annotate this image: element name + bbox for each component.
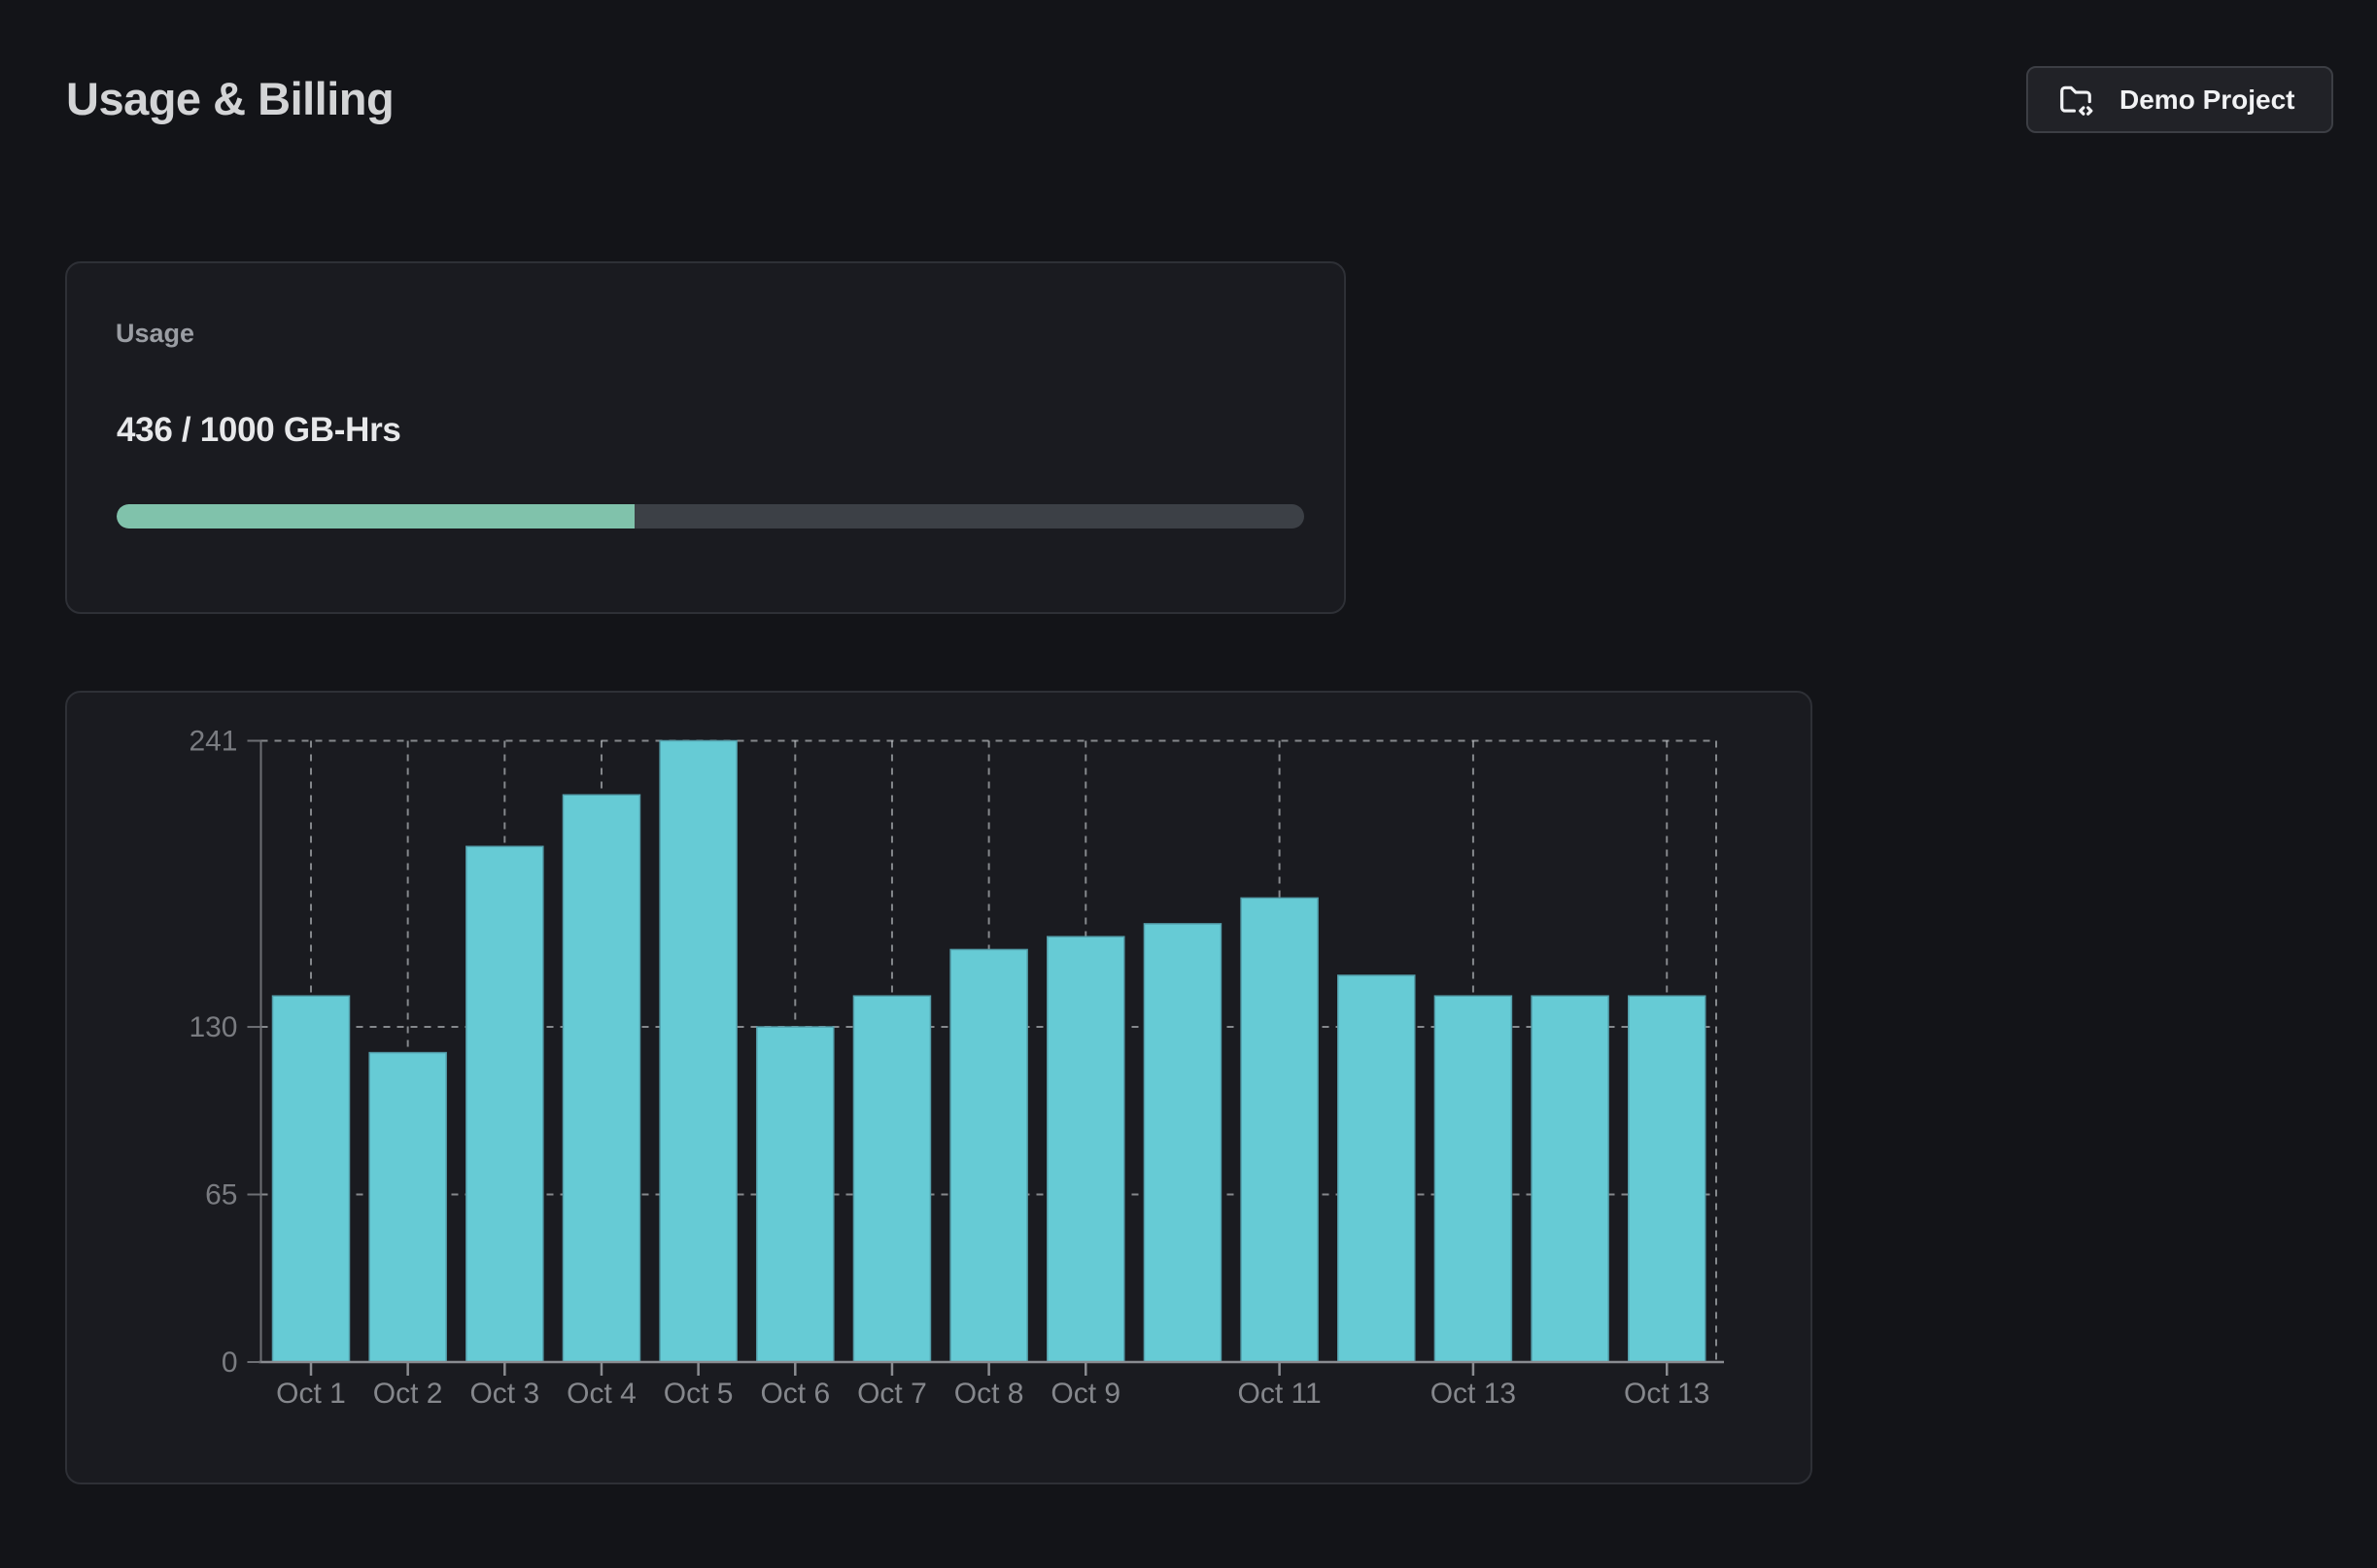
usage-progressbar-fill [117,504,635,528]
svg-text:Oct 9: Oct 9 [1051,1378,1120,1410]
svg-text:241: 241 [189,726,237,758]
svg-text:Oct 11: Oct 11 [1238,1378,1322,1410]
bar-13 [1433,995,1513,1363]
svg-text:Oct 4: Oct 4 [567,1378,637,1410]
usage-quota-value: 436 / 1000 GB-Hrs [117,411,401,449]
bar-8 [949,948,1028,1363]
folder-code-icon [2057,82,2094,119]
bar-2 [368,1051,447,1363]
bar-7 [852,995,932,1363]
usage-card: Usage 436 / 1000 GB-Hrs [65,261,1346,614]
bar-4 [562,794,641,1363]
bar-11 [1240,897,1319,1363]
svg-text:Oct 13: Oct 13 [1624,1378,1709,1410]
svg-text:Oct 7: Oct 7 [857,1378,927,1410]
demo-project-button[interactable]: Demo Project [2026,66,2333,133]
svg-text:Oct 8: Oct 8 [954,1378,1024,1410]
bar-6 [756,1026,835,1363]
bar-15 [1627,995,1706,1363]
svg-text:Oct 5: Oct 5 [664,1378,734,1410]
svg-text:130: 130 [189,1011,237,1043]
svg-text:Oct 13: Oct 13 [1430,1378,1516,1410]
bar-3 [465,845,544,1363]
bar-14 [1531,995,1609,1363]
page-title: Usage & Billing [66,73,395,124]
svg-text:Oct 2: Oct 2 [373,1378,443,1410]
svg-text:Oct 3: Oct 3 [469,1378,539,1410]
usage-card-label: Usage [116,319,195,348]
svg-text:Oct 1: Oct 1 [276,1378,346,1410]
svg-text:Oct 6: Oct 6 [760,1378,830,1410]
usage-progressbar [117,504,1304,528]
bar-10 [1143,923,1223,1363]
bar-5 [659,739,738,1363]
demo-project-button-label: Demo Project [2119,84,2295,115]
svg-text:0: 0 [222,1346,238,1379]
bar-1 [271,995,351,1363]
usage-bar-chart: 0 65 130 241 Oct 1 Oct 2 Oct 3 Oct 4 Oct 5 Oct 6 O… [189,726,1724,1410]
svg-text:65: 65 [205,1179,237,1211]
bar-12 [1337,974,1416,1363]
bar-9 [1047,936,1125,1363]
usage-chart-card: 0 65 130 241 Oct 1 Oct 2 Oct 3 Oct 4 Oct 5 Oct 6 O… [65,691,1812,1484]
